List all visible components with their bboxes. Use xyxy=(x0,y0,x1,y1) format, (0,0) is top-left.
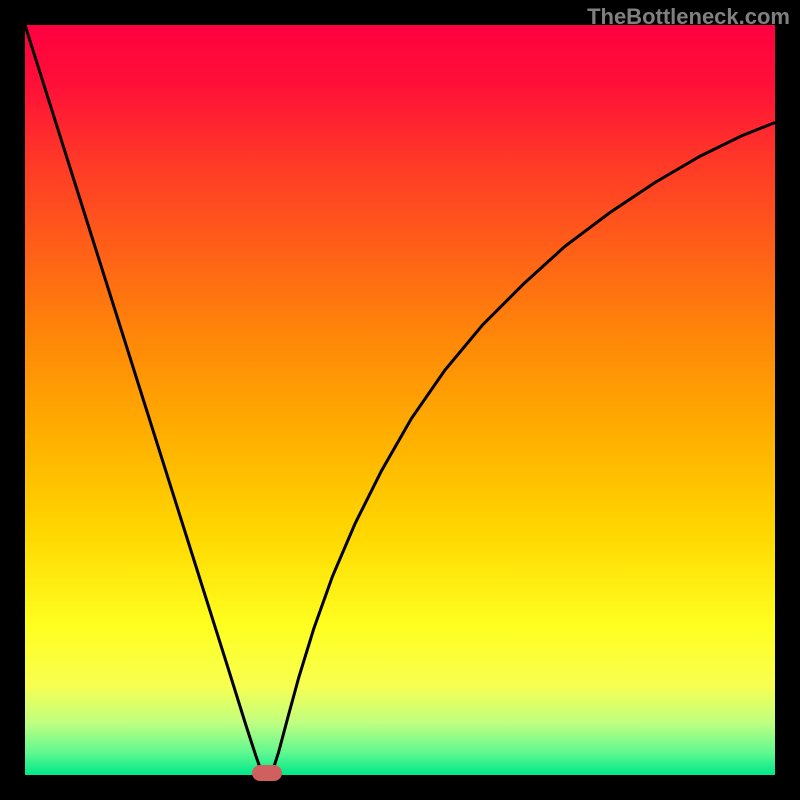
curve-right xyxy=(273,123,776,772)
chart-container: TheBottleneck.com xyxy=(0,0,800,800)
watermark-text: TheBottleneck.com xyxy=(587,4,790,30)
plot-area xyxy=(25,25,775,775)
minimum-marker xyxy=(252,765,282,781)
curve-left xyxy=(25,25,261,771)
curve-overlay xyxy=(25,25,775,775)
